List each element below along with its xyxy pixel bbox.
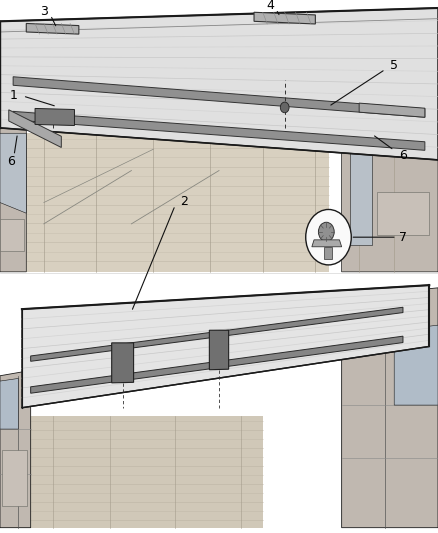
Text: 2: 2 (180, 195, 188, 208)
Polygon shape (22, 285, 429, 408)
Polygon shape (31, 307, 403, 361)
Polygon shape (35, 108, 74, 125)
Polygon shape (359, 103, 425, 117)
Circle shape (306, 209, 351, 265)
Polygon shape (377, 192, 429, 235)
Text: 6: 6 (399, 149, 407, 162)
Text: 1: 1 (10, 90, 18, 102)
Polygon shape (0, 370, 31, 528)
Polygon shape (0, 133, 26, 213)
Circle shape (280, 102, 289, 113)
Text: 6: 6 (7, 155, 15, 168)
Text: 7: 7 (399, 231, 407, 244)
Polygon shape (2, 450, 27, 506)
Polygon shape (0, 69, 26, 272)
Circle shape (318, 222, 334, 241)
Polygon shape (112, 343, 134, 383)
Text: 4: 4 (267, 0, 275, 12)
Polygon shape (0, 8, 438, 160)
Polygon shape (342, 128, 438, 272)
Polygon shape (312, 240, 342, 247)
Polygon shape (342, 288, 438, 528)
Text: 3: 3 (40, 5, 48, 18)
Polygon shape (0, 219, 24, 251)
Polygon shape (209, 330, 229, 370)
Polygon shape (9, 110, 61, 148)
Polygon shape (350, 149, 372, 245)
Polygon shape (31, 336, 403, 393)
Polygon shape (13, 111, 425, 150)
Polygon shape (13, 77, 425, 117)
Polygon shape (0, 416, 263, 528)
Polygon shape (0, 378, 18, 429)
Polygon shape (324, 247, 332, 259)
Polygon shape (394, 325, 438, 405)
Polygon shape (26, 23, 79, 34)
Polygon shape (254, 12, 315, 24)
Polygon shape (0, 133, 328, 272)
Text: 5: 5 (390, 59, 398, 71)
